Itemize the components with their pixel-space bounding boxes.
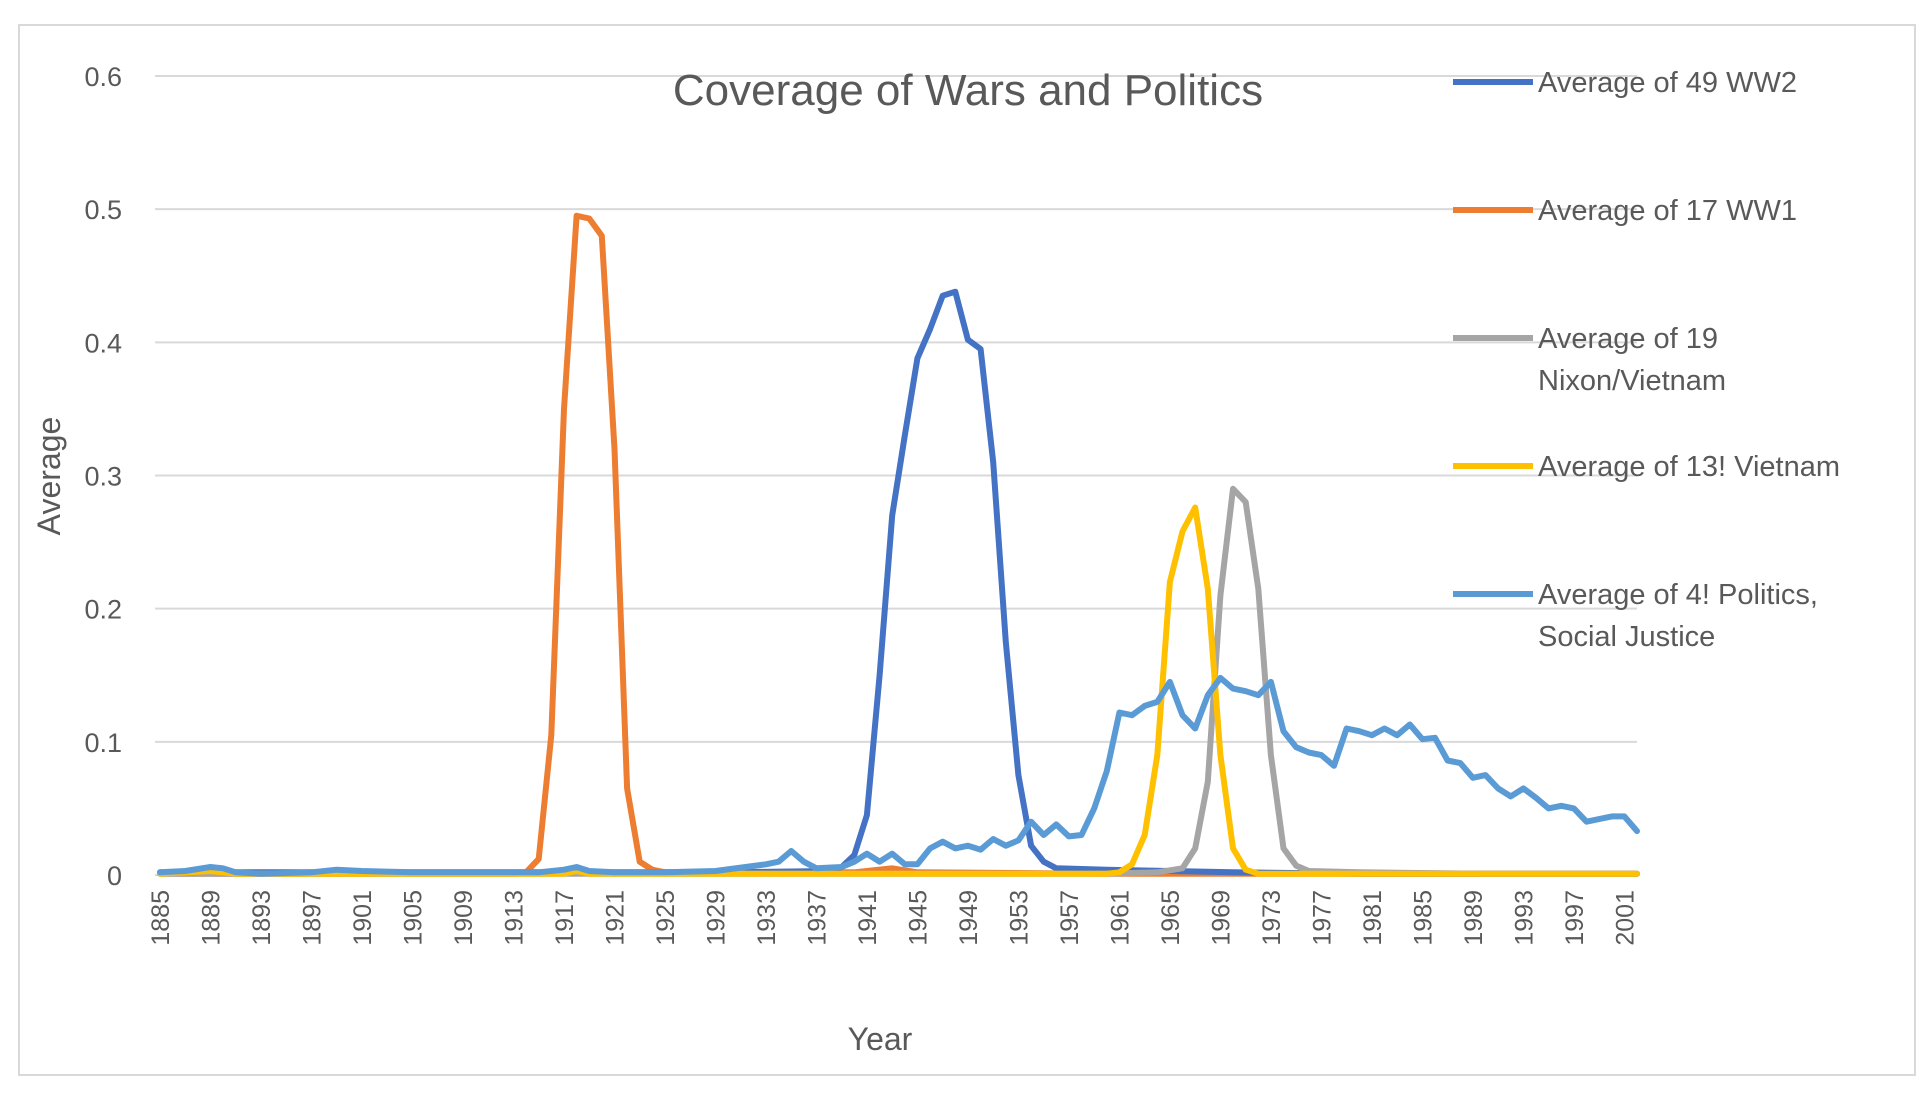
x-tick-label: 1901 xyxy=(349,890,377,946)
y-tick-label: 0.2 xyxy=(84,595,122,625)
x-tick-label: 1937 xyxy=(803,890,831,946)
legend-label: Average of 4! Politics, Social Justice xyxy=(1538,579,1818,653)
x-tick-label: 1969 xyxy=(1207,890,1235,946)
legend-label: Average of 17 WW1 xyxy=(1538,195,1797,227)
series-line-4 xyxy=(157,504,1640,877)
y-tick-label: 0.1 xyxy=(84,728,122,758)
x-tick-label: 1965 xyxy=(1157,890,1185,946)
x-tick-label: 1993 xyxy=(1510,890,1538,946)
x-tick-label: 1913 xyxy=(500,890,528,946)
x-tick-label: 1897 xyxy=(298,890,326,946)
y-tick-label: 0.4 xyxy=(84,328,122,358)
y-axis-title: Average xyxy=(31,417,67,536)
x-tick-label: 1941 xyxy=(854,890,882,946)
y-tick-label: 0.3 xyxy=(84,462,122,492)
x-tick-label: 1925 xyxy=(652,890,680,946)
x-axis-title: Year xyxy=(848,1021,913,1057)
series-lines xyxy=(157,212,1640,877)
x-tick-label: 1893 xyxy=(248,890,276,946)
x-tick-label: 1949 xyxy=(955,890,983,946)
x-tick-label: 1917 xyxy=(551,890,579,946)
x-tick-label: 1997 xyxy=(1561,890,1589,946)
x-tick-label: 1921 xyxy=(601,890,629,946)
x-tick-label: 1957 xyxy=(1056,890,1084,946)
legend-label: Average of 49 WW2 xyxy=(1538,67,1797,99)
x-tick-label: 1961 xyxy=(1106,890,1134,946)
x-tick-label: 1945 xyxy=(904,890,932,946)
series-line-2 xyxy=(157,212,1640,877)
x-tick-label: 1985 xyxy=(1409,890,1437,946)
x-tick-label: 2001 xyxy=(1611,890,1639,946)
series-line-3 xyxy=(157,485,1640,877)
legend-label: Average of 19 Nixon/Vietnam xyxy=(1538,323,1726,397)
y-tick-label: 0.6 xyxy=(84,62,122,92)
chart-frame xyxy=(18,24,1916,1076)
x-tick-label: 1973 xyxy=(1258,890,1286,946)
x-tick-label: 1933 xyxy=(753,890,781,946)
x-tick-label: 1885 xyxy=(147,890,175,946)
x-tick-label: 1905 xyxy=(399,890,427,946)
y-tick-label: 0.5 xyxy=(84,195,122,225)
x-axis-ticks: 1885 1889 1893 1897 1901 1905 1909 1913 1917 1921… xyxy=(147,890,1639,946)
x-tick-label: 1977 xyxy=(1308,890,1336,946)
x-tick-label: 1953 xyxy=(1005,890,1033,946)
x-tick-label: 1889 xyxy=(197,890,225,946)
y-axis-ticks: 0 0.1 0.2 0.3 0.4 0.5 0.6 xyxy=(84,62,122,891)
y-tick-label: 0 xyxy=(107,861,122,891)
series-line-1 xyxy=(157,288,1640,877)
chart-title: Coverage of Wars and Politics xyxy=(673,66,1263,115)
x-tick-label: 1981 xyxy=(1359,890,1387,946)
x-tick-label: 1909 xyxy=(450,890,478,946)
x-tick-label: 1989 xyxy=(1460,890,1488,946)
series-line-5 xyxy=(157,674,1640,877)
legend: Average of 49 WW2 Average of 17 WW1 Averag… xyxy=(1453,67,1840,653)
legend-label: Average of 13! Vietnam xyxy=(1538,451,1840,483)
x-tick-label: 1929 xyxy=(702,890,730,946)
